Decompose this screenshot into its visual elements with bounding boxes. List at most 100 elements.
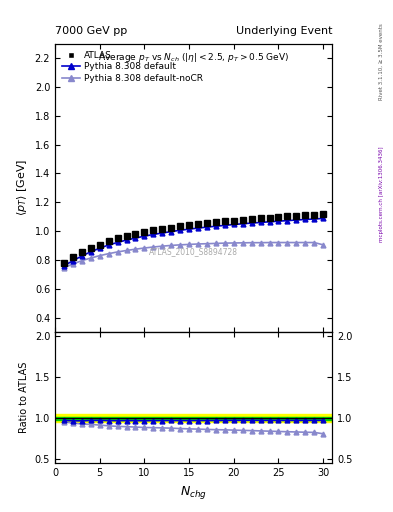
Pythia 8.308 default — [178, 227, 182, 233]
ATLAS — [213, 219, 218, 225]
ATLAS — [241, 217, 245, 223]
Pythia 8.308 default-noCR — [213, 240, 218, 246]
Pythia 8.308 default-noCR — [249, 240, 254, 246]
Pythia 8.308 default — [267, 219, 272, 225]
Pythia 8.308 default-noCR — [160, 243, 165, 249]
Pythia 8.308 default — [231, 221, 236, 227]
ATLAS — [70, 254, 75, 260]
ATLAS — [205, 220, 209, 226]
Pythia 8.308 default — [213, 223, 218, 229]
ATLAS — [294, 213, 299, 219]
Pythia 8.308 default-noCR — [258, 240, 263, 246]
Pythia 8.308 default — [124, 237, 129, 243]
Pythia 8.308 default-noCR — [231, 240, 236, 246]
Pythia 8.308 default-noCR — [196, 241, 200, 247]
Pythia 8.308 default — [88, 249, 93, 255]
Pythia 8.308 default-noCR — [106, 250, 111, 257]
ATLAS — [276, 214, 281, 220]
ATLAS — [249, 216, 254, 222]
Pythia 8.308 default — [312, 216, 317, 222]
ATLAS — [178, 223, 182, 229]
Pythia 8.308 default — [79, 253, 84, 259]
Legend: ATLAS, Pythia 8.308 default, Pythia 8.308 default-noCR: ATLAS, Pythia 8.308 default, Pythia 8.30… — [59, 48, 206, 86]
Pythia 8.308 default — [321, 216, 325, 222]
Pythia 8.308 default-noCR — [169, 242, 174, 248]
Pythia 8.308 default — [222, 222, 227, 228]
Pythia 8.308 default — [303, 217, 308, 223]
Pythia 8.308 default-noCR — [241, 240, 245, 246]
Pythia 8.308 default — [160, 230, 165, 236]
Pythia 8.308 default-noCR — [151, 244, 156, 250]
ATLAS — [187, 222, 191, 228]
Text: mcplots.cern.ch [arXiv:1306.3436]: mcplots.cern.ch [arXiv:1306.3436] — [379, 147, 384, 242]
Pythia 8.308 default — [258, 220, 263, 226]
ATLAS — [258, 216, 263, 222]
ATLAS — [321, 211, 325, 218]
Y-axis label: Ratio to ATLAS: Ratio to ATLAS — [19, 362, 29, 434]
ATLAS — [267, 215, 272, 221]
Pythia 8.308 default — [133, 235, 138, 241]
Pythia 8.308 default — [285, 218, 290, 224]
Pythia 8.308 default-noCR — [133, 246, 138, 252]
Text: Underlying Event: Underlying Event — [235, 26, 332, 36]
Pythia 8.308 default-noCR — [276, 240, 281, 246]
Pythia 8.308 default — [62, 263, 66, 269]
ATLAS — [151, 227, 156, 233]
Pythia 8.308 default-noCR — [88, 255, 93, 261]
Bar — [55, 414, 332, 422]
Pythia 8.308 default — [115, 239, 120, 245]
ATLAS — [303, 212, 308, 218]
Pythia 8.308 default-noCR — [142, 245, 147, 251]
Pythia 8.308 default — [294, 217, 299, 223]
Pythia 8.308 default-noCR — [70, 261, 75, 267]
Pythia 8.308 default-noCR — [62, 265, 66, 271]
Text: 7000 GeV pp: 7000 GeV pp — [55, 26, 127, 36]
ATLAS — [106, 238, 111, 244]
Pythia 8.308 default-noCR — [285, 240, 290, 246]
X-axis label: $N_{chg}$: $N_{chg}$ — [180, 484, 207, 501]
Pythia 8.308 default-noCR — [124, 247, 129, 253]
Y-axis label: $\langle p_T \rangle$ [GeV]: $\langle p_T \rangle$ [GeV] — [15, 159, 29, 217]
ATLAS — [222, 218, 227, 224]
Pythia 8.308 default-noCR — [321, 242, 325, 248]
ATLAS — [142, 229, 147, 235]
Line: Pythia 8.308 default: Pythia 8.308 default — [62, 216, 325, 268]
Pythia 8.308 default — [276, 218, 281, 224]
Pythia 8.308 default — [106, 242, 111, 248]
Line: ATLAS: ATLAS — [61, 211, 326, 266]
ATLAS — [79, 249, 84, 255]
ATLAS — [88, 245, 93, 251]
ATLAS — [196, 221, 200, 227]
ATLAS — [62, 260, 66, 266]
Pythia 8.308 default-noCR — [178, 242, 182, 248]
Pythia 8.308 default-noCR — [115, 249, 120, 255]
ATLAS — [231, 218, 236, 224]
Line: Pythia 8.308 default-noCR: Pythia 8.308 default-noCR — [62, 240, 325, 270]
Text: Average $p_T$ vs $N_{ch}$ ($|\eta| < 2.5$, $p_T > 0.5$ GeV): Average $p_T$ vs $N_{ch}$ ($|\eta| < 2.5… — [98, 51, 289, 63]
Pythia 8.308 default-noCR — [79, 258, 84, 264]
Text: Rivet 3.1.10, ≥ 3.5M events: Rivet 3.1.10, ≥ 3.5M events — [379, 23, 384, 100]
Pythia 8.308 default — [205, 224, 209, 230]
Pythia 8.308 default — [196, 225, 200, 231]
Pythia 8.308 default-noCR — [187, 241, 191, 247]
Pythia 8.308 default-noCR — [267, 240, 272, 246]
ATLAS — [115, 236, 120, 242]
Pythia 8.308 default-noCR — [205, 241, 209, 247]
ATLAS — [312, 212, 317, 218]
Pythia 8.308 default — [249, 220, 254, 226]
Pythia 8.308 default — [169, 228, 174, 234]
ATLAS — [97, 242, 102, 248]
ATLAS — [285, 214, 290, 220]
Pythia 8.308 default-noCR — [294, 240, 299, 246]
ATLAS — [133, 231, 138, 237]
Pythia 8.308 default — [142, 233, 147, 239]
Pythia 8.308 default-noCR — [303, 240, 308, 246]
ATLAS — [124, 233, 129, 239]
Pythia 8.308 default — [70, 258, 75, 264]
Pythia 8.308 default-noCR — [222, 240, 227, 246]
ATLAS — [160, 226, 165, 232]
Pythia 8.308 default — [187, 226, 191, 232]
Pythia 8.308 default — [151, 231, 156, 238]
Pythia 8.308 default — [241, 221, 245, 227]
Pythia 8.308 default-noCR — [312, 240, 317, 246]
